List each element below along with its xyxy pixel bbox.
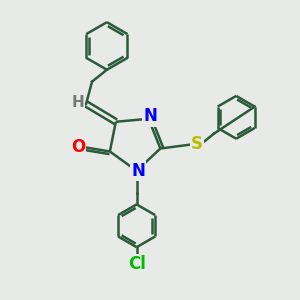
Text: H: H <box>71 95 84 110</box>
Text: O: O <box>70 138 85 156</box>
Text: S: S <box>191 135 203 153</box>
Text: N: N <box>131 162 145 180</box>
Text: Cl: Cl <box>128 255 146 273</box>
Text: N: N <box>143 107 157 125</box>
